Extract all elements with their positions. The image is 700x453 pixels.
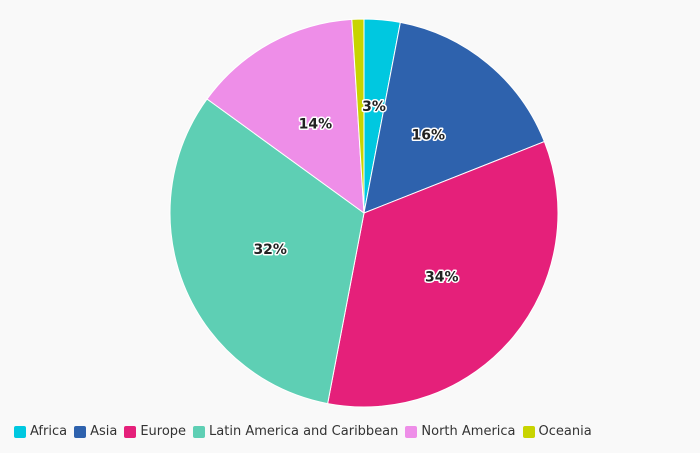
- pie-slice-latin-america-and-caribbean[interactable]: [169, 98, 365, 405]
- slice-label-africa: 3%: [362, 99, 386, 115]
- legend-item-asia[interactable]: Asia: [74, 424, 117, 439]
- pie-slices: [169, 18, 559, 408]
- legend-swatch: [74, 425, 87, 438]
- legend-label: Latin America and Caribbean: [209, 424, 399, 439]
- pie-slice-oceania[interactable]: [351, 18, 365, 214]
- legend-swatch: [14, 425, 26, 438]
- legend-item-north-america[interactable]: North America: [405, 424, 516, 439]
- slice-label-latin-america-and-caribbean: 32%: [253, 242, 287, 258]
- legend-label: Europe: [140, 424, 187, 439]
- pie-chart: 3% 16% 34% 32% 14%: [169, 18, 559, 408]
- legend-item-latin-america-and-caribbean[interactable]: Latin America and Caribbean: [193, 424, 398, 439]
- pie-labels: 3% 16% 34% 32% 14%: [252, 97, 460, 287]
- legend-label: Asia: [90, 424, 118, 439]
- slice-label-europe: 34%: [425, 269, 459, 285]
- legend-item-europe[interactable]: Europe: [124, 424, 186, 439]
- legend-swatch: [193, 425, 206, 438]
- legend-item-africa[interactable]: Africa: [14, 424, 67, 439]
- legend-label: North America: [421, 424, 516, 439]
- pie-slice-north-america[interactable]: [206, 18, 365, 215]
- legend-swatch: [522, 425, 535, 438]
- pie-slice-asia[interactable]: [363, 21, 546, 214]
- legend-label: Oceania: [538, 424, 592, 439]
- pie-slice-europe[interactable]: [327, 140, 559, 408]
- legend-swatch: [405, 425, 418, 438]
- legend-swatch: [124, 425, 137, 438]
- slice-label-asia: 16%: [412, 127, 446, 143]
- legend-label: Africa: [30, 424, 68, 439]
- slice-label-north-america: 14%: [299, 117, 333, 133]
- legend-item-oceania[interactable]: Oceania: [522, 424, 592, 439]
- legend: Africa Asia Europe Latin America and Caribb…: [14, 424, 599, 439]
